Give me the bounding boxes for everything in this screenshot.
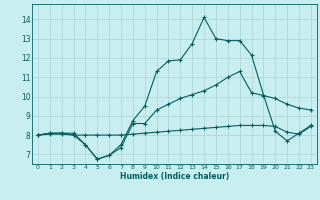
X-axis label: Humidex (Indice chaleur): Humidex (Indice chaleur) (120, 172, 229, 181)
